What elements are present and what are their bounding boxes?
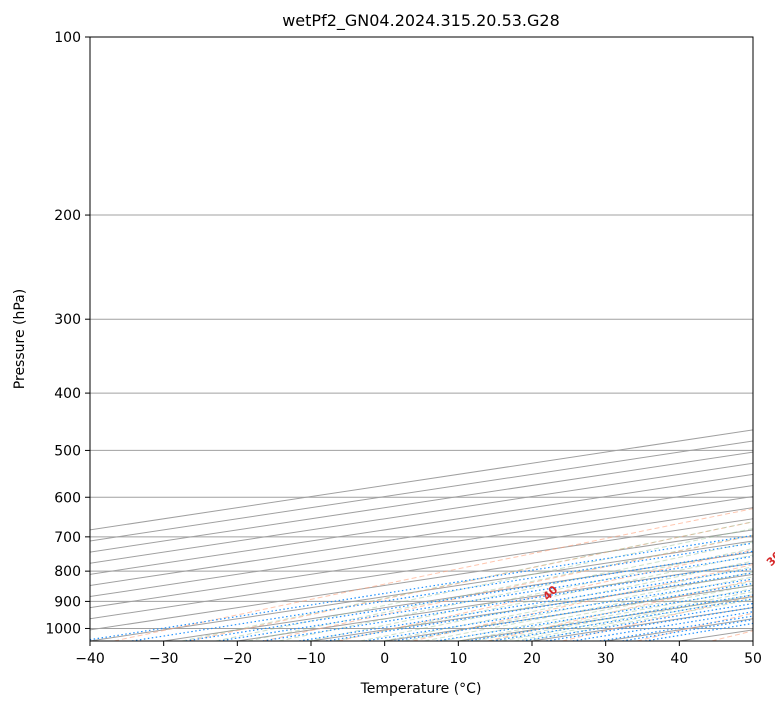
moist-adiabat-line [404, 571, 753, 641]
isotherm-line [752, 640, 753, 641]
moist-adiabat-line [334, 554, 753, 641]
mixing-ratio-line [131, 542, 753, 641]
isotherm-line [90, 473, 753, 575]
dry-adiabat-label: 40 [540, 583, 560, 603]
isotherm-line [90, 484, 753, 586]
mixing-ratio-line [262, 562, 753, 641]
y-axis-label: Pressure (hPa) [12, 289, 28, 389]
y-tick-label: 600 [54, 490, 81, 506]
x-axis-label: Temperature (°C) [360, 681, 482, 697]
mixing-ratio-line [572, 611, 753, 641]
moist-adiabat-line [442, 580, 753, 641]
plot-frame [89, 36, 754, 642]
isotherm-line [531, 607, 753, 641]
mixing-ratio-line [326, 572, 753, 641]
moist-adiabat-line [278, 541, 753, 641]
isotherm-line [90, 518, 753, 620]
x-tick-label: 40 [670, 651, 688, 667]
x-tick-label: 0 [380, 651, 389, 667]
isotherm-line [237, 562, 753, 641]
background-lines [90, 37, 753, 641]
y-tick-label: 1000 [45, 621, 81, 637]
mixing-ratio-line [299, 568, 753, 641]
isotherm-line [90, 451, 753, 553]
moist-adiabat-line [247, 534, 753, 641]
axis-ticks: −40 −30 −20 −10 0 10 20 30 40 50 100 200 300 400 500 60… [45, 30, 762, 667]
isotherm-line [90, 540, 753, 641]
dry-adiabat-line [113, 508, 753, 641]
isotherm-line [90, 440, 753, 542]
y-tick-label: 300 [54, 312, 81, 328]
y-tick-label: 100 [54, 30, 81, 46]
mixing-ratio-line [492, 598, 753, 641]
x-tick-label: −10 [296, 651, 326, 667]
moist-adiabat-line [215, 527, 753, 641]
isotherm-line [90, 529, 753, 631]
y-tick-label: 200 [54, 208, 81, 224]
isotherm-line [90, 507, 753, 609]
dry-adiabat-label: 30 [764, 549, 775, 569]
x-tick-label: 50 [744, 651, 762, 667]
mixing-ratio-line [546, 606, 753, 641]
x-tick-label: 20 [523, 651, 541, 667]
mixing-ratio-line [467, 594, 753, 641]
dry-adiabat-line [188, 521, 753, 641]
dry-adiabat-line [487, 579, 753, 641]
moist-adiabat-line [383, 566, 753, 641]
mixing-ratio-line [365, 578, 753, 641]
dry-adiabat-line [263, 535, 753, 641]
y-tick-label: 500 [54, 443, 81, 459]
moist-adiabat-line [459, 584, 753, 641]
x-tick-label: −40 [75, 651, 105, 667]
dry-adiabat-line [338, 549, 753, 641]
moist-adiabat-line [525, 599, 753, 641]
x-tick-label: 30 [597, 651, 615, 667]
moist-adiabat-line [181, 521, 753, 641]
y-tick-label: 400 [54, 386, 81, 402]
moist-adiabat-line [474, 588, 753, 641]
x-tick-label: −30 [149, 651, 179, 667]
y-tick-label: 800 [54, 564, 81, 580]
isotherm-line [90, 496, 753, 598]
x-tick-label: −20 [223, 651, 253, 667]
x-tick-label: 10 [449, 651, 467, 667]
mixing-ratio-line [645, 622, 753, 641]
isotherm-line [90, 462, 753, 564]
mixing-ratio-line [394, 582, 753, 641]
chart-title: wetPf2_GN04.2024.315.20.53.G28 [282, 11, 560, 31]
moist-adiabat-line [360, 560, 753, 641]
y-tick-label: 700 [54, 530, 81, 546]
moist-adiabat-line [424, 576, 753, 641]
y-tick-label: 900 [54, 594, 81, 610]
moist-adiabat-line [488, 591, 753, 641]
isotherm-line [384, 584, 753, 641]
moist-adiabat-line [514, 596, 753, 641]
